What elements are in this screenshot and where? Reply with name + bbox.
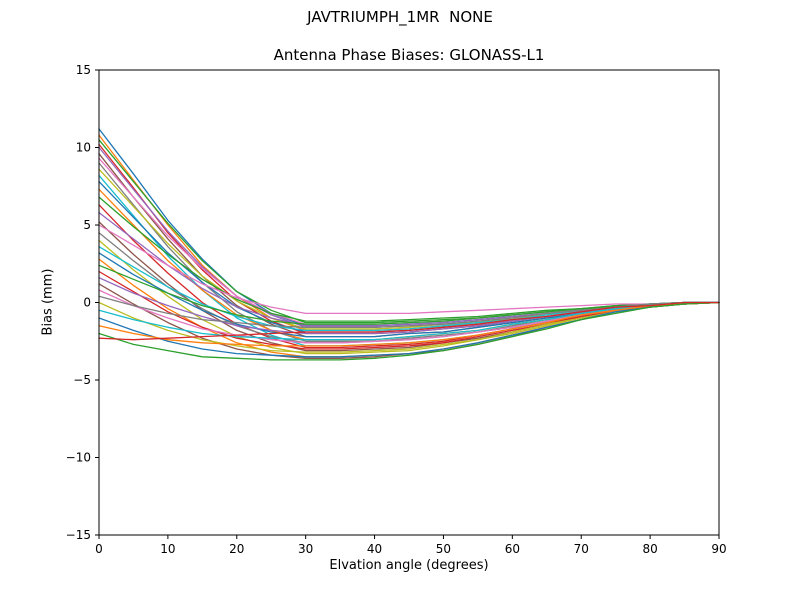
x-tick-label: 50 (436, 542, 451, 556)
y-tick-label: −5 (73, 373, 91, 387)
x-tick-label: 80 (642, 542, 657, 556)
x-tick-label: 20 (229, 542, 244, 556)
series-line (98, 162, 720, 342)
x-tick-label: 40 (367, 542, 382, 556)
series-line (98, 301, 720, 341)
series-line (98, 301, 720, 341)
y-tick-label: 10 (76, 141, 91, 155)
series-line (98, 139, 720, 324)
series-line (98, 146, 720, 328)
series-line (98, 301, 720, 361)
x-axis-label: Elvation angle (degrees) (329, 558, 489, 573)
x-tick-label: 10 (160, 542, 175, 556)
y-tick-label: −15 (66, 528, 91, 542)
x-tick-label: 30 (298, 542, 313, 556)
series-line (98, 224, 720, 315)
series-line (98, 289, 720, 344)
x-tick-label: 90 (711, 542, 726, 556)
series-line (98, 134, 720, 332)
y-tick-label: −10 (66, 451, 91, 465)
series-line (98, 128, 720, 327)
y-tick-label: 5 (83, 218, 91, 232)
y-axis-label: Bias (mm) (40, 268, 56, 336)
y-tick-label: 0 (83, 296, 91, 310)
series-line (98, 301, 720, 358)
x-tick-label: 70 (574, 542, 589, 556)
series-line (98, 301, 720, 347)
series-line (98, 196, 720, 322)
x-tick-label: 0 (95, 542, 103, 556)
y-tick-label: 15 (76, 63, 91, 77)
axes-title: Antenna Phase Biases: GLONASS-L1 (273, 46, 545, 64)
figure-title: JAVTRIUMPH_1MR NONE (307, 8, 493, 26)
x-tick-label: 60 (505, 542, 520, 556)
series-line (98, 174, 720, 347)
